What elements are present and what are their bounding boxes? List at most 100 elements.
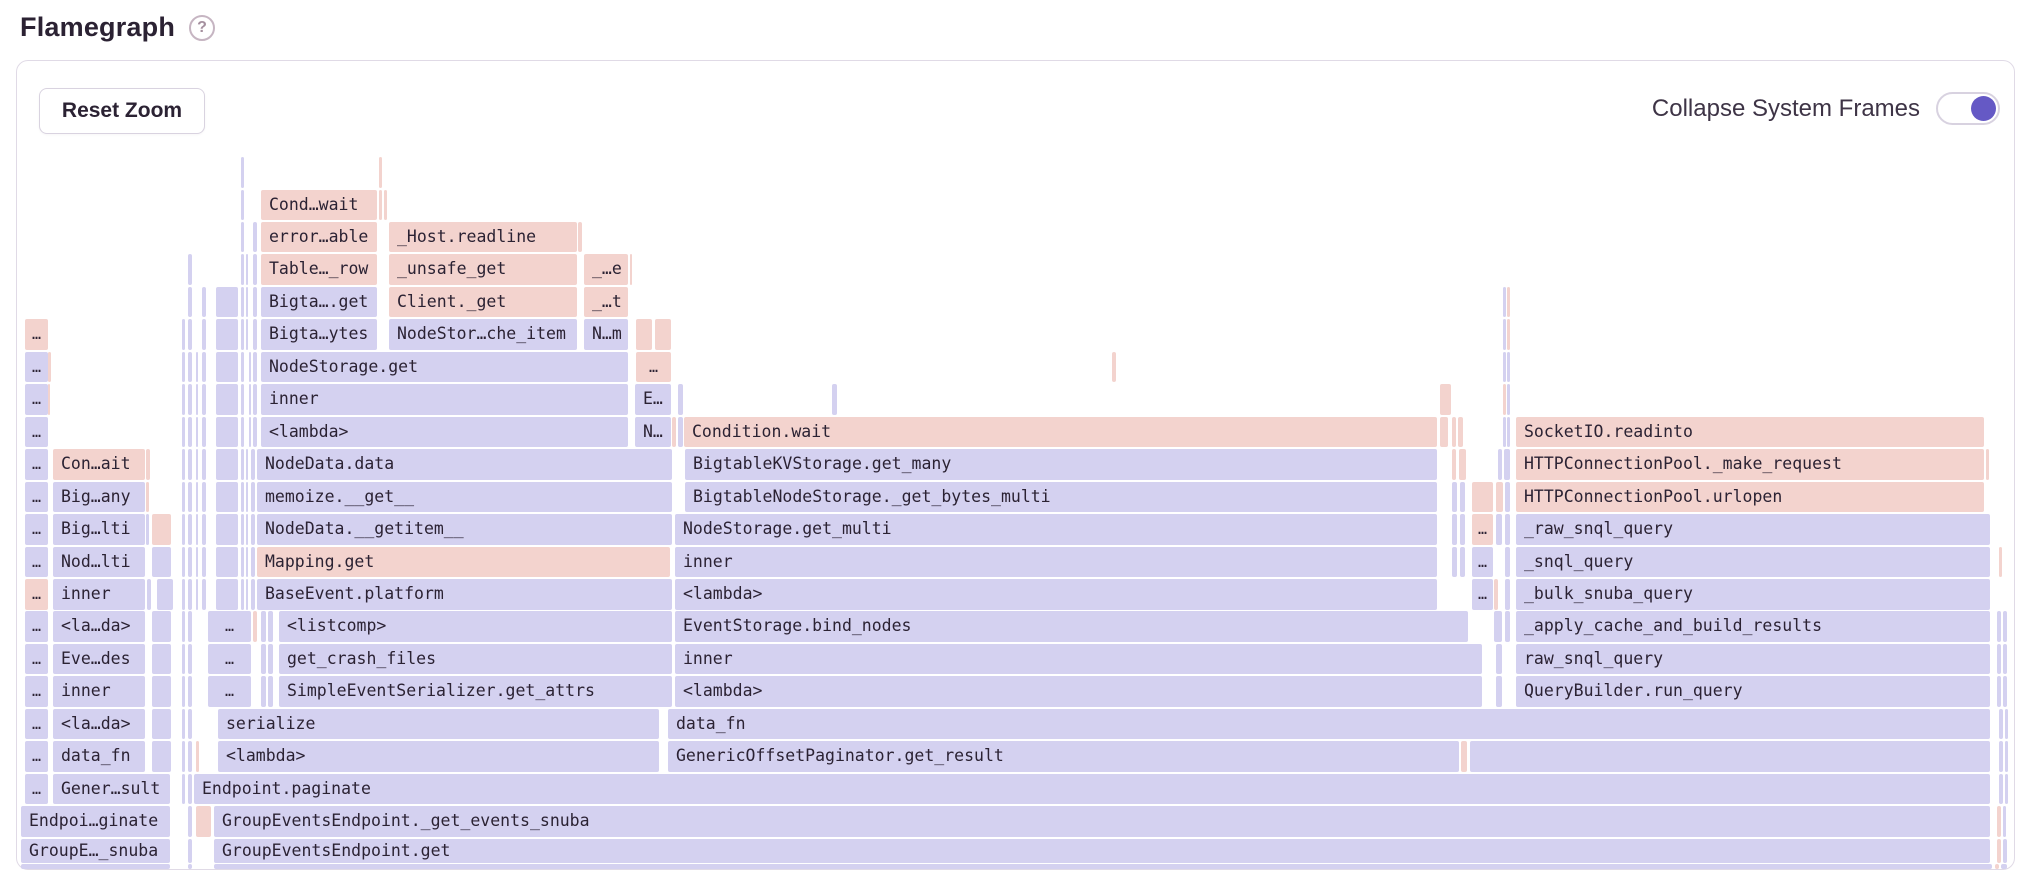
flamegraph-frame[interactable] bbox=[241, 546, 244, 578]
flamegraph-frame[interactable] bbox=[188, 806, 192, 837]
flamegraph-frame[interactable] bbox=[1997, 838, 2001, 863]
flamegraph-frame[interactable] bbox=[182, 514, 185, 545]
flamegraph-frame[interactable] bbox=[202, 546, 206, 578]
flamegraph-frame[interactable]: Mapping.get bbox=[257, 546, 670, 578]
flamegraph-frame[interactable] bbox=[2003, 643, 2007, 675]
flamegraph-frame[interactable]: GroupE…_snuba bbox=[21, 838, 170, 863]
flamegraph-frame[interactable] bbox=[1505, 611, 1510, 642]
flamegraph-frame[interactable] bbox=[1452, 514, 1457, 545]
flamegraph-frame[interactable] bbox=[636, 319, 652, 350]
flamegraph-frame[interactable]: Eve…des bbox=[53, 643, 145, 675]
flamegraph-frame[interactable] bbox=[253, 319, 257, 350]
flamegraph-frame[interactable]: SimpleEventSerializer.get_attrs bbox=[279, 676, 672, 707]
flamegraph-frame[interactable] bbox=[1452, 449, 1456, 480]
flamegraph-frame[interactable] bbox=[196, 416, 198, 448]
flamegraph-frame[interactable] bbox=[152, 708, 171, 740]
flamegraph-frame[interactable] bbox=[578, 221, 582, 253]
flamegraph-frame[interactable] bbox=[1507, 351, 1510, 383]
flamegraph-frame[interactable]: _…t bbox=[584, 286, 628, 318]
flamegraph-frame[interactable] bbox=[188, 286, 192, 318]
flamegraph-frame[interactable] bbox=[678, 416, 683, 448]
flamegraph-frame[interactable]: … bbox=[208, 643, 251, 675]
flamegraph-frame[interactable] bbox=[48, 384, 50, 415]
flamegraph-frame[interactable] bbox=[202, 384, 206, 415]
flamegraph-frame[interactable] bbox=[202, 481, 206, 513]
flamegraph-frame[interactable] bbox=[241, 449, 244, 480]
flamegraph-frame[interactable] bbox=[1460, 481, 1465, 513]
flamegraph-frame[interactable] bbox=[196, 579, 198, 610]
flamegraph-frame[interactable]: data_fn bbox=[53, 741, 145, 772]
flamegraph-frame[interactable] bbox=[253, 611, 257, 642]
flamegraph-frame[interactable] bbox=[182, 319, 185, 350]
flamegraph-frame[interactable] bbox=[182, 481, 185, 513]
flamegraph-frame[interactable] bbox=[1496, 676, 1502, 707]
flamegraph-frame[interactable] bbox=[196, 449, 198, 480]
flamegraph-frame[interactable]: … bbox=[25, 643, 48, 675]
flamegraph-frame[interactable]: Gener…sult bbox=[53, 773, 170, 805]
flamegraph-frame[interactable]: inner bbox=[53, 676, 145, 707]
flamegraph-frame[interactable] bbox=[202, 579, 206, 610]
flamegraph-frame[interactable] bbox=[2003, 676, 2007, 707]
flamegraph-frame[interactable] bbox=[216, 481, 238, 513]
flamegraph-frame[interactable] bbox=[1472, 481, 1493, 513]
flamegraph-frame[interactable] bbox=[152, 514, 171, 545]
flamegraph-frame[interactable]: Endpoint.paginate bbox=[194, 773, 1990, 805]
flamegraph-frame[interactable]: raw_snql_query bbox=[1516, 643, 1990, 675]
flamegraph-frame[interactable] bbox=[188, 741, 192, 772]
flamegraph-frame[interactable] bbox=[1496, 514, 1502, 545]
flamegraph-frame[interactable]: Big…lti bbox=[53, 514, 145, 545]
flamegraph-frame[interactable]: GroupEventsEndpoint.get bbox=[214, 838, 1990, 863]
flamegraph-frame[interactable] bbox=[261, 611, 266, 642]
flamegraph-frame[interactable] bbox=[188, 254, 192, 285]
flamegraph-frame[interactable]: E… bbox=[635, 384, 671, 415]
flamegraph-frame[interactable] bbox=[241, 286, 244, 318]
flamegraph-frame[interactable] bbox=[216, 514, 238, 545]
flamegraph-frame[interactable] bbox=[202, 351, 206, 383]
flamegraph-frame[interactable]: … bbox=[25, 416, 48, 448]
flamegraph-frame[interactable] bbox=[1507, 319, 1510, 350]
flamegraph-frame[interactable] bbox=[146, 481, 149, 513]
flamegraph-frame[interactable] bbox=[241, 416, 244, 448]
flamegraph-frame[interactable] bbox=[182, 741, 185, 772]
flamegraph-frame[interactable] bbox=[1997, 611, 2001, 642]
reset-zoom-button[interactable]: Reset Zoom bbox=[39, 88, 205, 134]
flamegraph-frame[interactable]: SocketIO.readinto bbox=[1516, 416, 1984, 448]
flamegraph-frame[interactable] bbox=[1503, 416, 1506, 448]
flamegraph-frame[interactable] bbox=[182, 579, 185, 610]
flamegraph-frame[interactable] bbox=[152, 741, 171, 772]
flamegraph-frame[interactable]: NodeData.__getitem__ bbox=[257, 514, 672, 545]
flamegraph-frame[interactable] bbox=[246, 579, 248, 610]
flamegraph-frame[interactable]: … bbox=[25, 611, 48, 642]
flamegraph-frame[interactable]: Big…any bbox=[53, 481, 145, 513]
flamegraph-frame[interactable] bbox=[253, 254, 257, 285]
flamegraph-frame[interactable]: <lambda> bbox=[675, 676, 1482, 707]
flamegraph-frame[interactable] bbox=[1503, 319, 1506, 350]
flamegraph-frame[interactable] bbox=[246, 449, 248, 480]
flamegraph-frame[interactable] bbox=[1999, 546, 2002, 578]
flamegraph-frame[interactable] bbox=[214, 864, 1992, 869]
flamegraph-frame[interactable] bbox=[202, 319, 206, 350]
flamegraph-frame[interactable]: … bbox=[25, 481, 48, 513]
flamegraph-frame[interactable] bbox=[246, 546, 248, 578]
flamegraph-frame[interactable] bbox=[268, 676, 273, 707]
flamegraph-frame[interactable] bbox=[241, 579, 244, 610]
flamegraph-frame[interactable] bbox=[2005, 741, 2008, 772]
flamegraph-frame[interactable] bbox=[188, 384, 192, 415]
flamegraph-frame[interactable]: NodeStor…che_item bbox=[389, 319, 577, 350]
flamegraph-frame[interactable] bbox=[182, 384, 185, 415]
flamegraph-frame[interactable]: QueryBuilder.run_query bbox=[1516, 676, 1990, 707]
flamegraph-frame[interactable] bbox=[246, 286, 248, 318]
flamegraph-frame[interactable]: <la…da> bbox=[53, 611, 145, 642]
flamegraph-frame[interactable] bbox=[1503, 286, 1506, 318]
flamegraph-frame[interactable] bbox=[246, 514, 248, 545]
flamegraph-frame[interactable] bbox=[1494, 579, 1498, 610]
flamegraph-frame[interactable]: … bbox=[25, 773, 48, 805]
flamegraph-frame[interactable] bbox=[1460, 514, 1465, 545]
flamegraph-frame[interactable] bbox=[2003, 611, 2007, 642]
flamegraph-frame[interactable]: … bbox=[208, 676, 251, 707]
flamegraph-frame[interactable]: Client._get bbox=[389, 286, 577, 318]
flamegraph-frame[interactable] bbox=[188, 643, 192, 675]
flamegraph-frame[interactable] bbox=[196, 514, 198, 545]
flamegraph-frame[interactable]: … bbox=[25, 708, 48, 740]
flamegraph-frame[interactable] bbox=[1460, 546, 1465, 578]
